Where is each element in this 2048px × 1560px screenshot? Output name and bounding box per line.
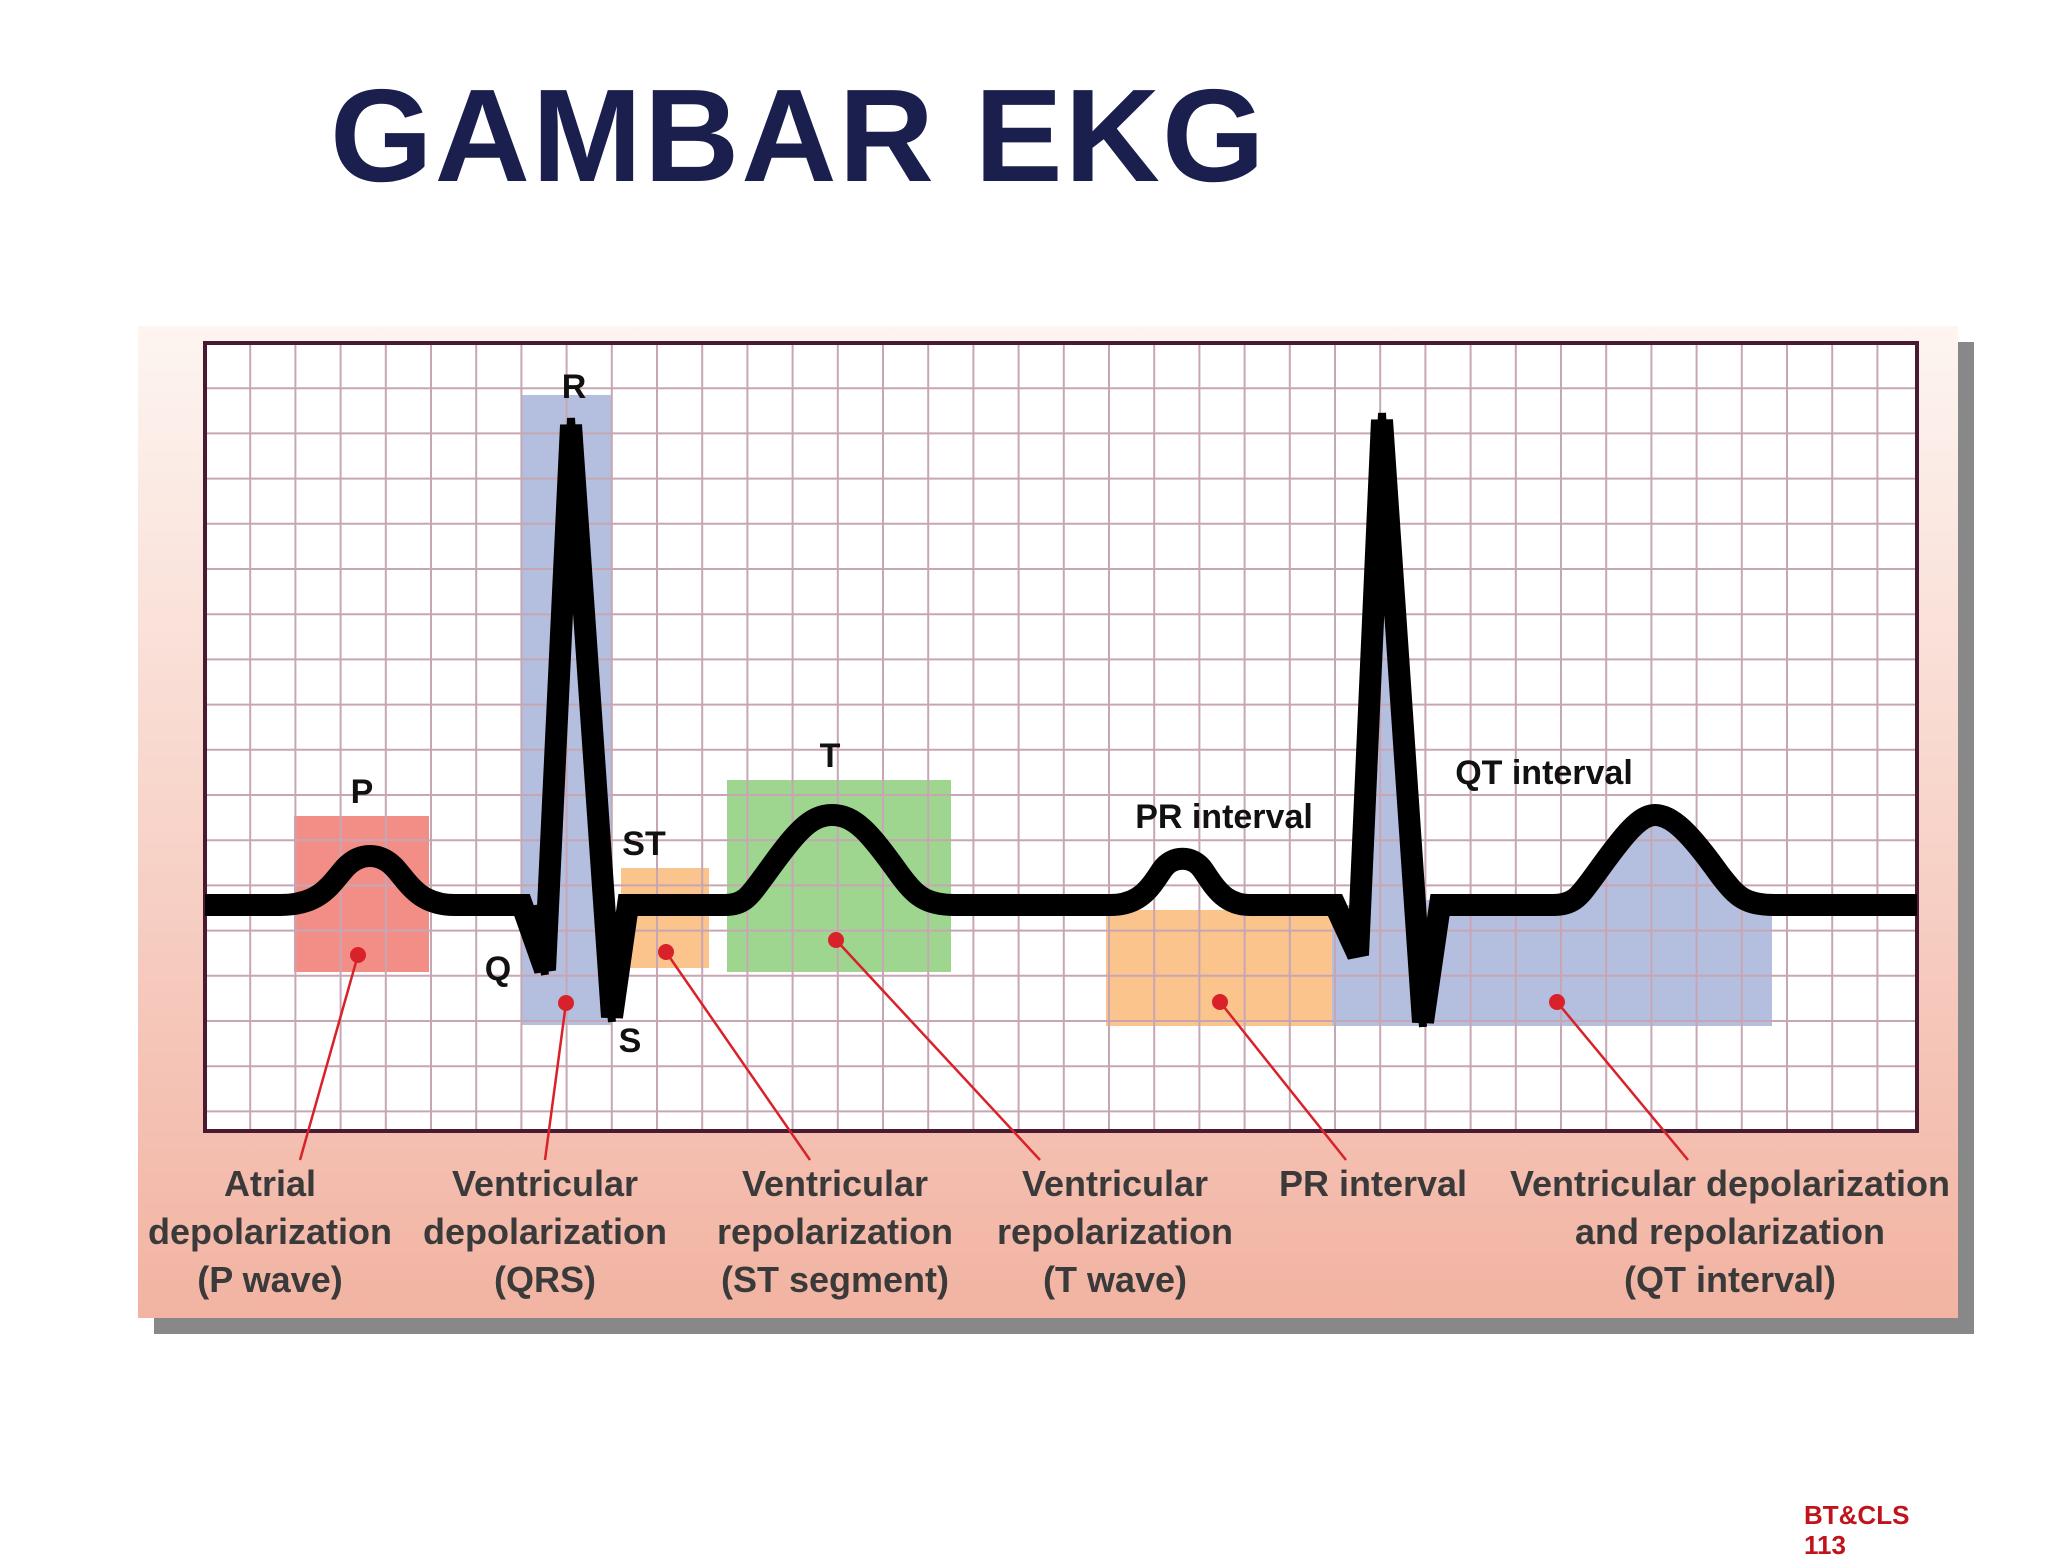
st-pointer-line bbox=[664, 951, 812, 1161]
caption-t-line: repolarization bbox=[997, 1211, 1233, 1252]
st-label: ST bbox=[622, 825, 666, 863]
caption-atrial: Atrial depolarization (P wave) bbox=[148, 1163, 392, 1300]
qt-pointer-line bbox=[1556, 1001, 1689, 1161]
caption-qt-line: Ventricular depolarization bbox=[1510, 1163, 1950, 1204]
slide-title: GAMBAR EKG bbox=[330, 62, 1267, 209]
caption-atrial-line: (P wave) bbox=[197, 1259, 342, 1300]
caption-atrial-line: Atrial bbox=[224, 1163, 316, 1204]
p-pointer-line bbox=[298, 954, 360, 1161]
footer-line-2: 113 bbox=[1804, 1530, 1846, 1560]
caption-qt: Ventricular depolarization and repolariza… bbox=[1510, 1163, 1950, 1300]
caption-qrs: Ventricular depolarization (QRS) bbox=[423, 1163, 667, 1300]
caption-t: Ventricular repolarization (T wave) bbox=[997, 1163, 1233, 1300]
pr-pointer-line bbox=[1219, 1001, 1347, 1161]
caption-st-line: Ventricular bbox=[742, 1163, 928, 1204]
caption-st: Ventricular repolarization (ST segment) bbox=[717, 1163, 953, 1300]
caption-qt-line: and repolarization bbox=[1575, 1211, 1885, 1252]
caption-qrs-line: Ventricular bbox=[452, 1163, 638, 1204]
t-pointer-line bbox=[835, 939, 1041, 1161]
caption-qt-line: (QT interval) bbox=[1624, 1259, 1836, 1300]
q-label: Q bbox=[485, 950, 511, 988]
caption-t-line: Ventricular bbox=[1022, 1163, 1208, 1204]
r-label: R bbox=[562, 368, 587, 406]
pr-interval-label: PR interval bbox=[1135, 798, 1313, 836]
caption-pr-line: PR interval bbox=[1279, 1163, 1467, 1204]
caption-atrial-line: depolarization bbox=[148, 1211, 392, 1252]
qt-wave-area bbox=[1420, 812, 1772, 1026]
s-label: S bbox=[619, 1022, 642, 1060]
footer-text: BT&CLS 113 bbox=[1804, 1500, 1909, 1560]
caption-st-line: (ST segment) bbox=[721, 1259, 949, 1300]
caption-st-line: repolarization bbox=[717, 1211, 953, 1252]
ecg-trace bbox=[205, 419, 1917, 1024]
qrs-pointer-line bbox=[543, 1002, 568, 1161]
caption-qrs-line: (QRS) bbox=[494, 1259, 596, 1300]
p-label: P bbox=[351, 773, 374, 811]
caption-qrs-line: depolarization bbox=[423, 1211, 667, 1252]
qt-interval-label: QT interval bbox=[1455, 754, 1633, 792]
footer-line-1: BT&CLS bbox=[1804, 1500, 1910, 1530]
caption-t-line: (T wave) bbox=[1043, 1259, 1187, 1300]
grid-frame bbox=[203, 341, 1919, 1133]
caption-pr: PR interval bbox=[1279, 1163, 1467, 1204]
ecg-spike-tips bbox=[531, 412, 1427, 1028]
t-label: T bbox=[820, 737, 841, 775]
caption-row: Atrial depolarization (P wave) Ventricular d… bbox=[148, 1163, 1950, 1300]
